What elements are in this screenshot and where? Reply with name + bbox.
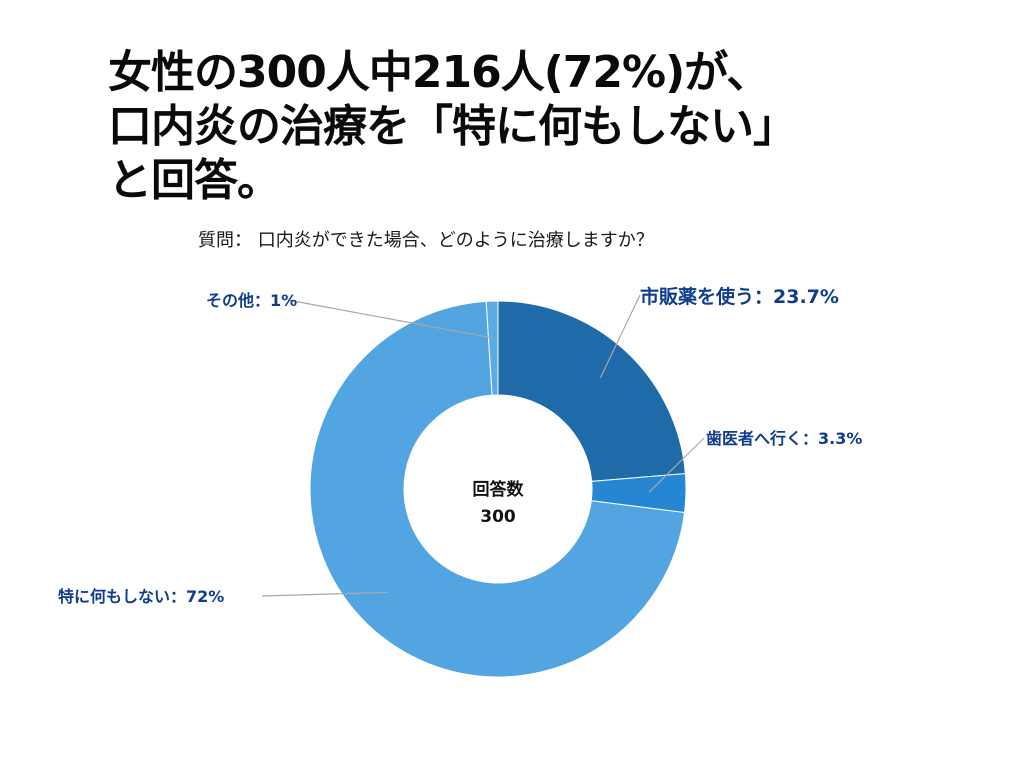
- slice-label-1: 市販薬を使う：23.7%: [640, 285, 839, 308]
- slice-label-3: 特に何もしない：72%: [58, 587, 224, 606]
- headline-line-3: と回答。: [108, 155, 281, 206]
- headline-line-1: 女性の300人中216人(72%)が、: [108, 47, 770, 98]
- leader-line-3: [261, 591, 388, 597]
- donut-slice-3: [309, 300, 686, 678]
- donut-slices: [309, 300, 687, 678]
- headline: 女性の300人中216人(72%)が、 口内炎の治療を「特に何もしない」 と回答…: [108, 46, 988, 208]
- survey-question: 質問： 口内炎ができた場合、どのように治療しますか？: [198, 230, 654, 251]
- leader-line-2: [648, 437, 705, 493]
- leader-line-4: [287, 299, 494, 339]
- leader-lines: [261, 294, 705, 597]
- donut-slice-1: [497, 300, 686, 482]
- slice-label-2: 歯医者へ行く：3.3%: [706, 429, 862, 448]
- leader-line-1: [599, 294, 641, 379]
- donut-slice-4: [485, 300, 499, 396]
- center-value: 300: [480, 507, 516, 527]
- headline-line-2: 口内炎の治療を「特に何もしない」: [108, 101, 797, 152]
- slice-labels: 市販薬を使う：23.7% 歯医者へ行く：3.3% 特に何もしない：72% その他：1%: [58, 285, 862, 606]
- slice-label-4: その他：1%: [206, 291, 297, 310]
- center-label: 回答数: [473, 479, 525, 500]
